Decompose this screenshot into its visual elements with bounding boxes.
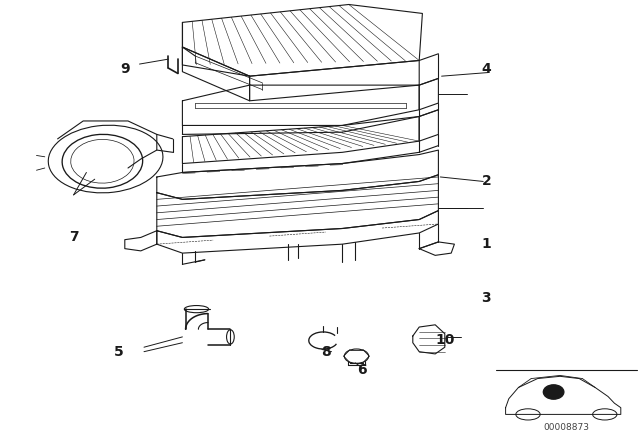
Text: 7: 7 <box>68 230 79 245</box>
Text: 6: 6 <box>356 362 367 377</box>
Text: 5: 5 <box>113 345 124 359</box>
Text: 9: 9 <box>120 62 130 77</box>
Circle shape <box>543 385 564 399</box>
Text: 4: 4 <box>481 62 492 77</box>
Text: 1: 1 <box>481 237 492 251</box>
Text: 3: 3 <box>481 291 492 305</box>
Text: 00008873: 00008873 <box>543 423 589 432</box>
Text: 8: 8 <box>321 345 332 359</box>
Text: 10: 10 <box>435 333 454 348</box>
Text: 2: 2 <box>481 174 492 189</box>
